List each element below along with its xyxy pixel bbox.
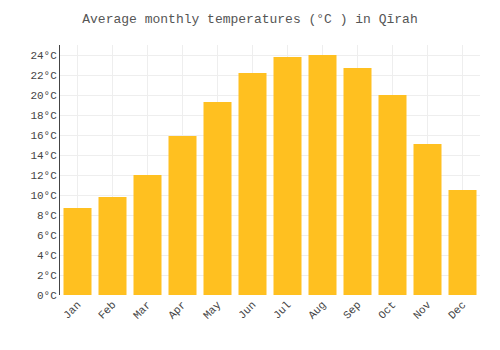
svg-text:Apr: Apr (166, 299, 188, 321)
svg-text:Jul: Jul (271, 299, 293, 321)
svg-text:Nov: Nov (411, 299, 434, 322)
svg-text:8°C: 8°C (37, 210, 57, 222)
svg-text:Jun: Jun (236, 299, 258, 321)
svg-text:2°C: 2°C (37, 270, 57, 282)
svg-text:Aug: Aug (306, 299, 328, 321)
svg-text:4°C: 4°C (37, 250, 57, 262)
svg-text:6°C: 6°C (37, 230, 57, 242)
svg-text:18°C: 18°C (30, 110, 57, 122)
svg-text:Oct: Oct (376, 299, 398, 321)
svg-text:0°C: 0°C (37, 290, 57, 302)
svg-text:20°C: 20°C (30, 90, 57, 102)
svg-text:Feb: Feb (96, 299, 118, 321)
svg-text:Dec: Dec (446, 299, 468, 321)
svg-text:10°C: 10°C (30, 190, 57, 202)
svg-text:12°C: 12°C (30, 170, 57, 182)
svg-text:16°C: 16°C (30, 130, 57, 142)
svg-text:Jan: Jan (61, 299, 83, 321)
svg-text:24°C: 24°C (30, 50, 57, 62)
svg-text:22°C: 22°C (30, 70, 57, 82)
svg-text:Average monthly temperatures (: Average monthly temperatures (°C ) in Qī… (82, 12, 417, 27)
svg-text:Mar: Mar (131, 299, 153, 321)
svg-text:May: May (201, 299, 224, 322)
svg-text:Sep: Sep (341, 299, 363, 321)
svg-text:14°C: 14°C (30, 150, 57, 162)
